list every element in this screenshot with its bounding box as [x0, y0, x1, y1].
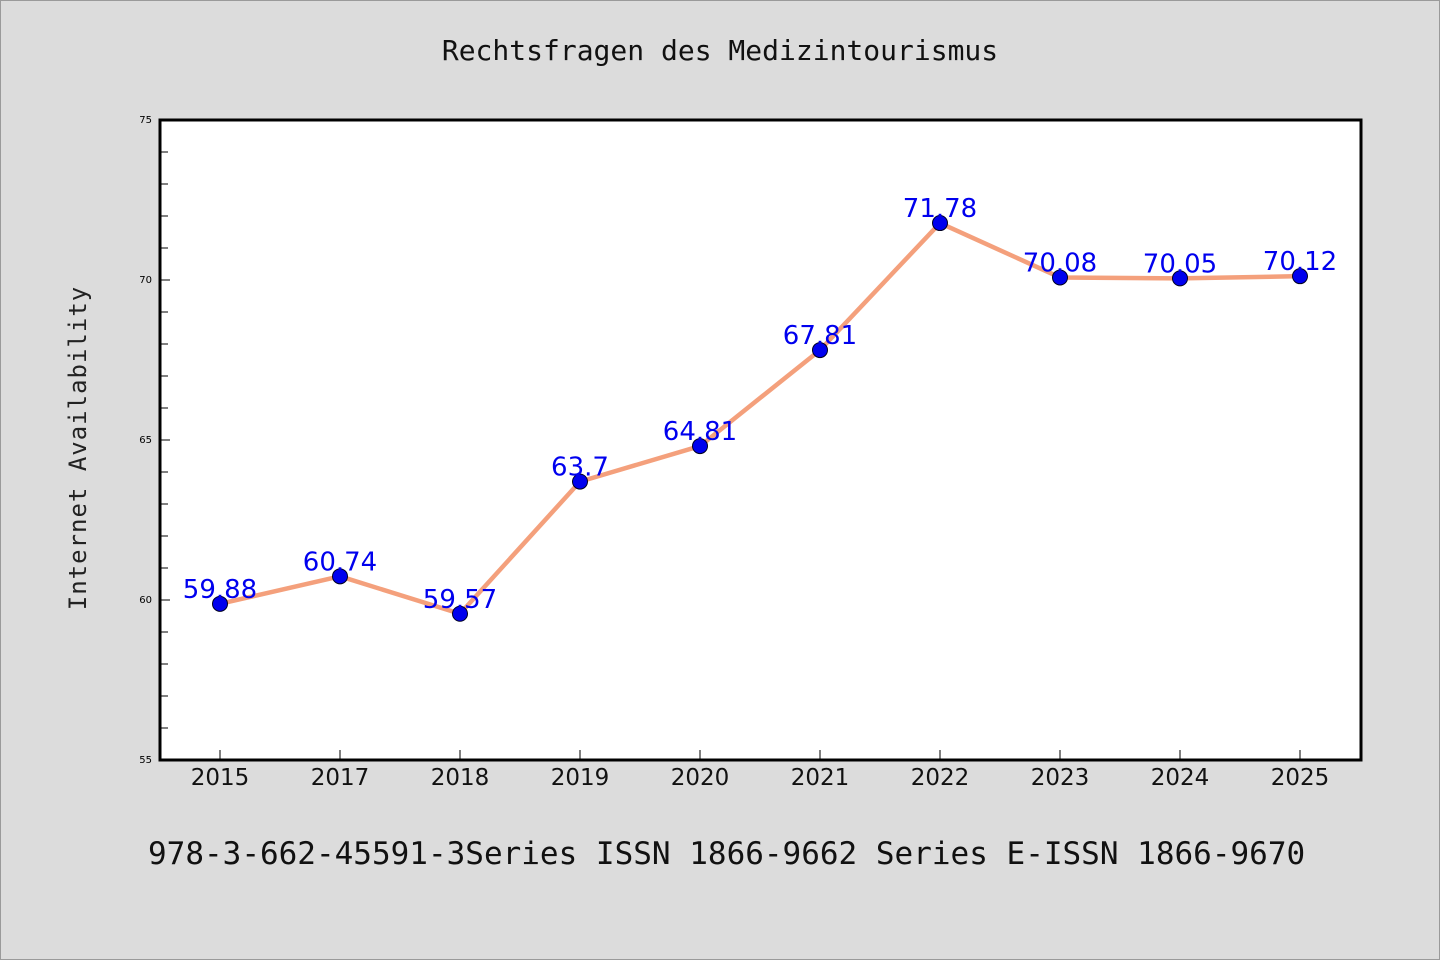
y-tick-label: 75 [139, 115, 152, 126]
data-label: 70.12 [1263, 247, 1337, 277]
data-label: 59.88 [183, 575, 257, 605]
data-point [932, 215, 948, 232]
y-tick-label: 60 [139, 595, 152, 606]
x-tick-label: 2018 [431, 765, 490, 791]
x-tick-label: 2015 [191, 765, 250, 791]
y-axis: 55 60 65 70 75 [139, 115, 170, 766]
x-tick-label: 2017 [311, 765, 370, 791]
y-tick-label: 70 [139, 275, 152, 286]
x-tick-label: 2021 [791, 765, 850, 791]
data-label: 64.81 [663, 417, 737, 447]
data-label: 71.78 [903, 194, 977, 224]
x-tick-label: 2020 [671, 765, 730, 791]
data-point [812, 342, 828, 359]
series-layer: 59.88 60.74 59.57 63.7 64.81 67.81 71.78 70.08 7… [183, 194, 1337, 622]
data-point [572, 473, 588, 490]
data-point [332, 568, 348, 585]
x-tick-label: 2019 [551, 765, 610, 791]
x-axis: 2015 2017 2018 2019 2020 2021 2022 2023 2024 2025 [191, 750, 1330, 791]
data-label: 67.81 [783, 321, 857, 351]
plot-area [158, 118, 1363, 762]
x-tick-label: 2022 [911, 765, 970, 791]
chart-title: Rechtsfragen des Medizintourismus [441, 34, 999, 67]
x-tick-label: 2025 [1271, 765, 1330, 791]
data-label: 59.57 [423, 585, 497, 615]
data-label: 70.05 [1143, 249, 1217, 279]
series-line [217, 220, 1303, 617]
data-point [1292, 268, 1308, 285]
y-tick-label: 55 [139, 755, 152, 766]
data-label: 60.74 [303, 547, 377, 577]
isbn-issn-footer: 978-3-662-45591-3Series ISSN 1866-9662 S… [148, 836, 1306, 872]
data-point [692, 438, 708, 455]
data-point [1172, 270, 1188, 287]
data-label: 63.7 [551, 453, 609, 483]
x-tick-label: 2023 [1031, 765, 1090, 791]
data-point [1052, 269, 1068, 286]
data-point [452, 605, 468, 622]
y-tick-label: 65 [139, 435, 152, 446]
data-label: 70.08 [1023, 248, 1097, 278]
x-tick-label: 2024 [1151, 765, 1210, 791]
data-point [212, 595, 228, 612]
